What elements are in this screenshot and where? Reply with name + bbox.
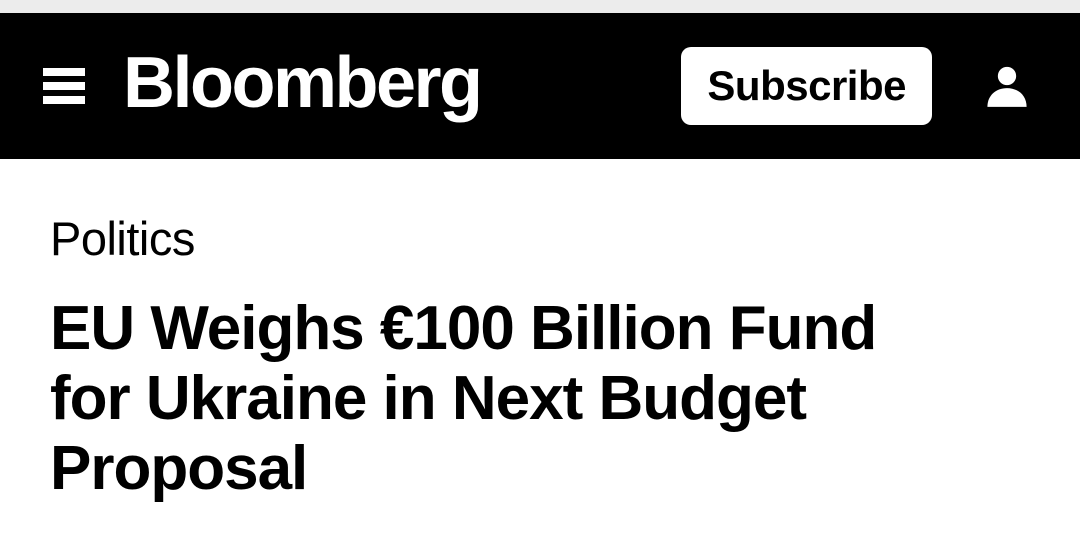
subscribe-button-label: Subscribe [707,62,906,109]
headline-line-1: EU Weighs €100 Billion Fund [50,294,877,363]
headline-line-2: for Ukraine in Next Budget [50,364,807,433]
category-link[interactable]: Politics [50,212,195,265]
bloomberg-logo[interactable]: Bloomberg [123,43,483,123]
article-headline: EU Weighs €100 Billion Fund for Ukraine … [50,294,1030,504]
article-content: Politics EU Weighs €100 Billion Fund for… [0,159,1080,504]
account-button[interactable] [982,61,1032,111]
status-bar-strip [0,0,1080,13]
headline-line-3: Proposal [50,434,308,503]
subscribe-button[interactable]: Subscribe [681,47,932,125]
menu-button[interactable] [43,68,85,104]
site-header: Bloomberg Subscribe [0,13,1080,159]
person-icon [982,61,1032,111]
